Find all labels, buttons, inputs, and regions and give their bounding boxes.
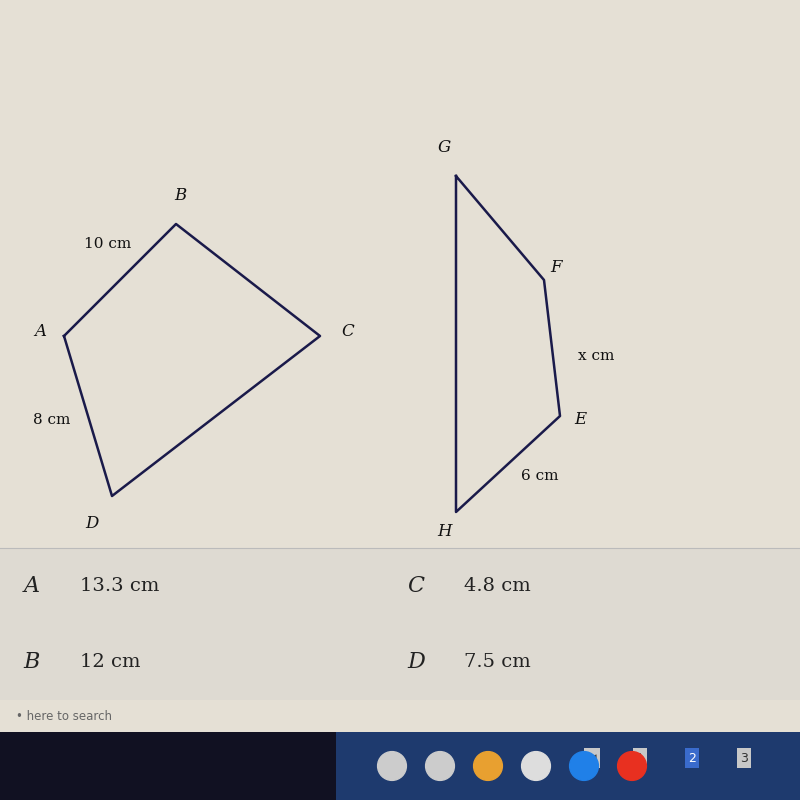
Text: 8 cm: 8 cm (34, 413, 70, 427)
Bar (0, 700, 400, 732)
Text: D: D (86, 515, 98, 533)
Text: 13.3 cm: 13.3 cm (80, 577, 159, 595)
Text: 1: 1 (636, 751, 644, 765)
Circle shape (426, 752, 454, 781)
Text: • here to search: • here to search (16, 710, 112, 722)
Text: D: D (407, 651, 425, 673)
Text: 2: 2 (688, 751, 696, 765)
Text: A: A (24, 575, 40, 597)
Text: 6 cm: 6 cm (522, 469, 558, 483)
Bar (336, 732, 800, 800)
Text: A: A (34, 323, 46, 341)
Text: x cm: x cm (578, 349, 614, 363)
Circle shape (522, 752, 550, 781)
Bar (0, 624, 800, 700)
Text: H: H (437, 523, 451, 541)
Circle shape (474, 752, 502, 781)
Text: G: G (438, 139, 450, 157)
Text: C: C (407, 575, 425, 597)
Circle shape (378, 752, 406, 781)
Bar (0, 732, 800, 800)
Circle shape (618, 752, 646, 781)
Text: F: F (550, 259, 562, 277)
Text: E: E (574, 411, 586, 429)
Circle shape (570, 752, 598, 781)
Text: 7.5 cm: 7.5 cm (464, 653, 530, 671)
Bar (0, 548, 800, 624)
Text: C: C (342, 323, 354, 341)
Text: 12 cm: 12 cm (80, 653, 141, 671)
Text: 10 cm: 10 cm (84, 237, 132, 251)
Text: B: B (174, 187, 186, 205)
Text: 3: 3 (740, 751, 748, 765)
Text: ◄: ◄ (587, 751, 597, 765)
Text: 4.8 cm: 4.8 cm (464, 577, 530, 595)
Text: B: B (24, 651, 40, 673)
